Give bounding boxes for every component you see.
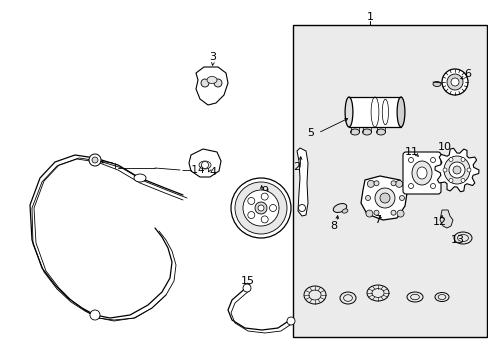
Text: —14: —14	[181, 165, 204, 175]
Ellipse shape	[247, 197, 254, 204]
Circle shape	[429, 184, 435, 189]
Circle shape	[201, 162, 208, 168]
Circle shape	[395, 180, 402, 187]
Ellipse shape	[342, 209, 347, 213]
Text: 11: 11	[404, 147, 418, 157]
Text: 2: 2	[293, 162, 300, 172]
Circle shape	[379, 193, 389, 203]
Text: 13: 13	[450, 235, 464, 245]
Circle shape	[214, 79, 222, 87]
Text: 10: 10	[437, 142, 451, 152]
Text: 9: 9	[261, 186, 268, 196]
Polygon shape	[196, 67, 227, 105]
Ellipse shape	[376, 129, 385, 135]
Text: 7: 7	[374, 215, 381, 225]
Circle shape	[390, 210, 395, 215]
Ellipse shape	[261, 216, 267, 223]
Circle shape	[373, 181, 378, 186]
Circle shape	[452, 166, 460, 174]
Ellipse shape	[443, 156, 469, 184]
Polygon shape	[360, 176, 406, 220]
Circle shape	[254, 202, 266, 214]
Polygon shape	[189, 149, 221, 177]
Ellipse shape	[269, 204, 276, 212]
Ellipse shape	[345, 97, 352, 127]
Circle shape	[201, 79, 208, 87]
Circle shape	[286, 317, 294, 325]
Ellipse shape	[416, 167, 426, 179]
Ellipse shape	[350, 129, 359, 135]
Circle shape	[441, 69, 467, 95]
Ellipse shape	[411, 161, 431, 185]
Circle shape	[365, 195, 370, 201]
Text: 3: 3	[209, 52, 216, 62]
Circle shape	[258, 205, 264, 211]
Circle shape	[460, 179, 464, 183]
Circle shape	[429, 158, 435, 162]
Circle shape	[235, 182, 286, 234]
Circle shape	[390, 181, 395, 186]
Ellipse shape	[261, 193, 267, 200]
Circle shape	[366, 180, 374, 187]
Circle shape	[442, 168, 446, 172]
Circle shape	[460, 158, 464, 162]
Circle shape	[448, 162, 464, 178]
Circle shape	[399, 195, 404, 201]
Text: 15: 15	[241, 276, 254, 286]
Circle shape	[92, 157, 98, 163]
Ellipse shape	[199, 161, 210, 169]
Circle shape	[396, 210, 403, 217]
Ellipse shape	[333, 203, 346, 212]
Circle shape	[448, 158, 452, 162]
Ellipse shape	[247, 212, 254, 219]
Text: 12: 12	[432, 217, 446, 227]
Ellipse shape	[432, 81, 440, 86]
Polygon shape	[296, 148, 307, 216]
Circle shape	[243, 190, 279, 226]
Circle shape	[450, 78, 458, 86]
Circle shape	[407, 158, 413, 162]
Circle shape	[374, 188, 394, 208]
Circle shape	[243, 284, 250, 292]
Text: 5: 5	[307, 128, 314, 138]
Text: 6: 6	[464, 69, 470, 79]
Circle shape	[407, 184, 413, 189]
Ellipse shape	[134, 174, 146, 182]
Circle shape	[448, 179, 452, 183]
Circle shape	[89, 154, 101, 166]
Text: 8: 8	[330, 221, 337, 231]
Text: 4: 4	[209, 167, 216, 177]
Circle shape	[90, 310, 100, 320]
Ellipse shape	[396, 97, 404, 127]
Circle shape	[365, 210, 372, 217]
Bar	[292, 25, 486, 337]
Text: 1: 1	[366, 12, 373, 22]
Ellipse shape	[362, 129, 371, 135]
Circle shape	[230, 178, 290, 238]
Polygon shape	[439, 210, 452, 228]
FancyBboxPatch shape	[402, 152, 440, 194]
Circle shape	[446, 74, 462, 90]
Circle shape	[298, 204, 305, 212]
Bar	[348, 97, 400, 127]
Polygon shape	[434, 148, 478, 192]
Circle shape	[466, 168, 470, 172]
Ellipse shape	[206, 77, 217, 84]
Circle shape	[373, 210, 378, 215]
